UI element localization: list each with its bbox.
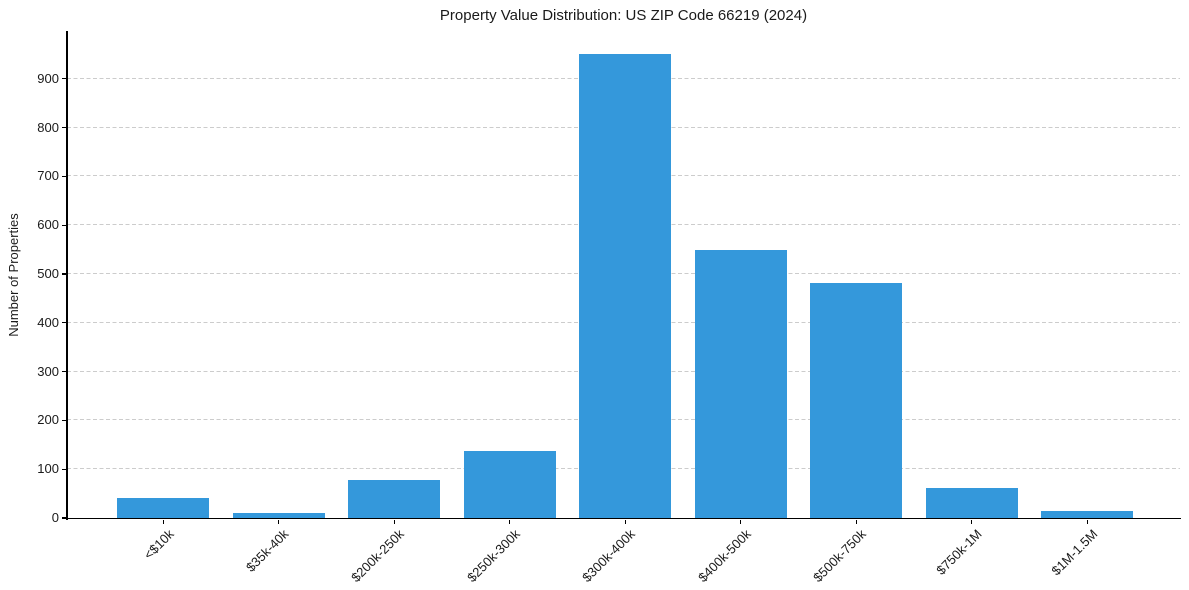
bar-$400k-500k xyxy=(694,249,787,518)
xtick-mark-2 xyxy=(393,519,395,524)
plot-area xyxy=(67,31,1180,518)
ytick-mark-0 xyxy=(61,517,66,519)
xtick-label-6: $500k-750k xyxy=(810,526,870,585)
y-axis-spine xyxy=(66,31,68,520)
xtick-label-2: $200k-250k xyxy=(348,526,408,585)
xtick-mark-4 xyxy=(624,519,626,524)
ytick-mark-300 xyxy=(61,370,66,373)
ytick-label-100: 100 xyxy=(37,461,59,477)
bar-$1M-1.5M xyxy=(1041,510,1134,518)
ytick-mark-800 xyxy=(61,126,66,129)
xtick-mark-6 xyxy=(855,519,857,524)
ytick-label-200: 200 xyxy=(37,412,59,428)
x-axis-spine xyxy=(66,517,1181,519)
ytick-label-500: 500 xyxy=(37,266,59,281)
xtick-label-5: $400k-500k xyxy=(695,526,754,585)
xtick-label-0: <$10k xyxy=(140,526,177,563)
bar-$35k-40k xyxy=(232,512,325,518)
ytick-label-300: 300 xyxy=(37,363,59,379)
ytick-mark-200 xyxy=(61,419,66,422)
xtick-label-3: $250k-300k xyxy=(464,526,523,585)
chart-title: Property Value Distribution: US ZIP Code… xyxy=(439,7,808,24)
ytick-label-0: 0 xyxy=(51,510,59,525)
xtick-label-1: $35k-40k xyxy=(243,526,292,575)
ytick-mark-900 xyxy=(61,78,66,80)
xtick-mark-1 xyxy=(278,519,280,524)
ytick-label-400: 400 xyxy=(37,314,59,330)
ytick-mark-400 xyxy=(61,322,66,324)
xtick-mark-7 xyxy=(971,519,973,524)
bar-$500k-750k xyxy=(810,282,903,518)
xtick-mark-8 xyxy=(1086,519,1088,524)
bar-$250k-300k xyxy=(463,451,556,518)
xtick-label-4: $300k-400k xyxy=(579,526,639,585)
xtick-mark-3 xyxy=(509,519,511,524)
ytick-mark-500 xyxy=(61,273,66,275)
ytick-label-800: 800 xyxy=(37,119,59,135)
bar-$300k-400k xyxy=(579,54,672,518)
ytick-label-600: 600 xyxy=(37,217,59,233)
xtick-label-7: $750k-1M xyxy=(933,526,985,578)
bar-<$10k xyxy=(117,498,210,518)
ytick-mark-700 xyxy=(61,175,66,178)
xtick-mark-0 xyxy=(162,519,164,524)
ytick-label-900: 900 xyxy=(37,70,59,86)
ytick-mark-100 xyxy=(61,468,66,470)
xtick-mark-5 xyxy=(740,519,742,524)
ytick-label-700: 700 xyxy=(37,168,59,184)
xtick-label-8: $1M-1.5M xyxy=(1048,526,1101,579)
bar-$750k-1M xyxy=(925,487,1018,518)
bar-$200k-250k xyxy=(348,480,441,518)
ytick-mark-600 xyxy=(61,224,66,226)
